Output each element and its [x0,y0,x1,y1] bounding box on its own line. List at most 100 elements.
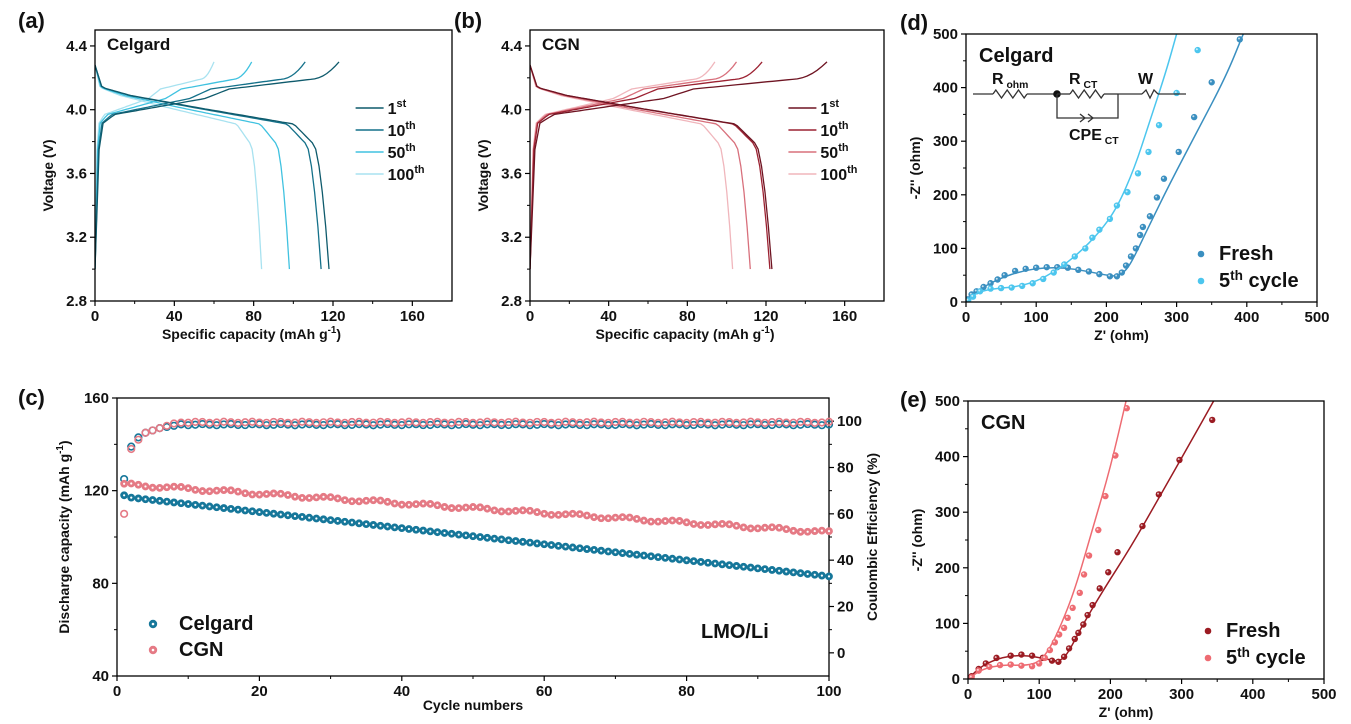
data-point [980,283,987,291]
data-point [1236,36,1243,43]
y-axis-label: -Z'' (ohm) [909,509,925,572]
data-point [1011,267,1019,275]
discharge-curve-1 [95,64,330,270]
data-point [1051,639,1059,646]
y-tick-label: 80 [837,460,854,477]
annotation-lmo-li: LMO/Li [701,621,769,643]
marker-highlight [1097,272,1100,275]
x-tick-label: 100 [816,683,841,700]
marker-highlight [457,507,460,510]
panel-label: (b) [454,8,482,33]
marker-highlight [265,511,268,514]
marker-highlight [493,537,496,540]
marker-highlight [507,539,510,542]
marker-highlight [372,499,375,502]
x-tick-label: 80 [679,308,696,325]
x-tick-label: 80 [245,308,262,325]
marker-highlight [1044,265,1047,268]
marker-highlight [1177,458,1180,461]
marker-highlight [827,530,831,533]
marker-highlight [994,656,997,659]
marker-highlight [1051,270,1054,273]
marker-highlight [1020,284,1023,287]
y-tick-label: 400 [935,449,960,466]
marker-highlight [1155,195,1158,198]
marker-highlight [357,500,361,503]
marker-highlight [1120,270,1123,273]
x-tick-label: 120 [753,308,778,325]
marker-highlight [1124,263,1127,266]
marker-highlight [578,547,581,550]
marker-highlight [350,521,354,524]
marker-highlight [1008,662,1011,665]
marker-highlight [806,530,809,533]
y-tick-label: 200 [935,560,960,577]
data-point [1061,261,1068,268]
marker-highlight [450,532,453,535]
y-tick-label: 2.8 [501,293,522,310]
data-point [1069,604,1076,612]
marker-highlight [1090,235,1093,238]
data-point [1113,202,1121,209]
legend-label: 100th [388,164,425,184]
marker-highlight [272,492,275,495]
data-point [1096,226,1103,233]
marker-highlight [1070,606,1073,609]
ce-marker-cgn [824,417,834,426]
data-point [1085,268,1093,275]
cpe-branch [1056,94,1119,119]
marker-highlight [770,568,774,572]
data-point [1096,270,1103,278]
marker-highlight [208,505,211,508]
y-tick-label: 0 [950,294,958,311]
data-point [996,661,1004,669]
marker-highlight [728,523,731,526]
marker-highlight [635,517,638,521]
charge-curve-100 [95,61,215,270]
marker-highlight [600,549,603,552]
label-r-ohm: R ohm [992,71,1028,91]
marker-highlight [699,523,702,527]
x-axis-label: Z' (ohm) [1094,327,1149,343]
marker-highlight [735,524,738,527]
charge-curve-50 [95,61,253,270]
marker-highlight [699,560,702,564]
data-point [1022,265,1029,272]
y-tick-label: 20 [837,599,854,616]
marker-highlight [756,527,759,530]
y-tick-label: 2.8 [66,293,87,310]
marker-highlight [1073,637,1075,640]
charge-curve-1 [95,61,340,270]
panel-label: (d) [900,10,928,35]
marker-highlight [671,557,674,560]
marker-highlight [976,668,979,671]
data-point [1085,552,1093,559]
data-point [1075,266,1082,274]
marker-highlight [543,512,546,515]
marker-highlight [585,547,589,551]
marker-highlight [1056,659,1059,662]
marker-highlight [535,510,539,514]
marker-highlight [971,294,974,297]
data-point [1050,269,1057,276]
marker-highlight [981,285,984,288]
x-tick-label: 40 [393,683,410,700]
ce-marker-cgn [162,421,171,430]
data-point [1029,280,1036,287]
marker-highlight [1124,406,1127,409]
data-point [1113,273,1121,280]
marker-highlight [649,520,653,523]
marker-highlight [585,514,589,517]
x-tick-label: 0 [964,686,972,703]
data-point [1124,188,1131,196]
marker-highlight [1081,622,1084,625]
x-tick-label: 40 [166,308,183,325]
legend-marker [1197,250,1205,258]
marker-highlight [763,568,767,571]
marker-highlight [422,529,425,532]
data-point [1084,611,1091,619]
x-tick-label: 500 [1304,309,1329,326]
marker-highlight [1148,214,1151,217]
marker-highlight [1136,171,1139,174]
marker-highlight [621,515,624,519]
